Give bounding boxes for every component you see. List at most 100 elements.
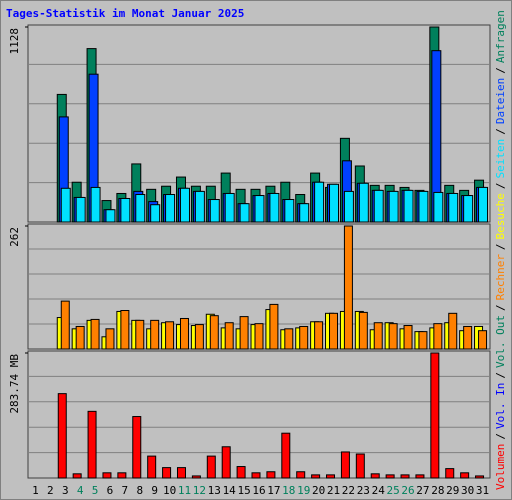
legend-separator: / xyxy=(494,372,507,379)
bar xyxy=(105,209,116,223)
y-tick-label: 283.74 MB xyxy=(8,354,21,414)
bar xyxy=(224,322,234,350)
x-tick-label: 12 xyxy=(193,484,206,497)
bar xyxy=(299,203,310,223)
bar xyxy=(102,472,112,479)
bar xyxy=(165,321,175,350)
bar xyxy=(388,323,398,350)
x-tick-label: 10 xyxy=(163,484,176,497)
x-tick-label: 2 xyxy=(47,484,54,497)
bar xyxy=(430,352,440,479)
bar xyxy=(194,324,204,350)
x-tick-label: 26 xyxy=(401,484,414,497)
bar xyxy=(284,328,294,350)
bar xyxy=(135,319,145,350)
legend-separator: / xyxy=(494,182,507,189)
bar xyxy=(150,204,161,223)
bar xyxy=(284,199,295,223)
bar xyxy=(314,321,324,350)
legend-entry: Dateien xyxy=(494,78,507,124)
x-tick-label: 7 xyxy=(122,484,129,497)
bar xyxy=(478,330,488,350)
x-tick-label: 30 xyxy=(461,484,474,497)
bar xyxy=(329,183,340,223)
legend-separator: / xyxy=(494,243,507,250)
bar xyxy=(269,192,280,223)
bar xyxy=(120,310,130,350)
bar xyxy=(72,473,82,479)
bar xyxy=(135,194,146,223)
x-tick-label: 14 xyxy=(223,484,237,497)
bar xyxy=(254,195,265,223)
x-tick-label: 6 xyxy=(107,484,114,497)
bar xyxy=(418,190,429,223)
bar xyxy=(299,325,309,350)
bar xyxy=(191,475,201,479)
legend-separator: / xyxy=(494,433,507,440)
bar xyxy=(251,472,261,479)
legend-entry: Vol. Out xyxy=(494,315,507,368)
bar xyxy=(117,472,127,479)
bar xyxy=(239,316,249,350)
bar xyxy=(209,199,220,223)
x-tick-label: 24 xyxy=(372,484,386,497)
bar xyxy=(239,203,250,223)
x-tick-label: 28 xyxy=(431,484,444,497)
bar xyxy=(403,325,413,350)
bar xyxy=(90,318,100,350)
bar xyxy=(75,196,86,223)
bar xyxy=(433,323,443,350)
x-tick-label: 27 xyxy=(416,484,429,497)
bar xyxy=(415,474,425,479)
bar xyxy=(60,300,70,350)
bar xyxy=(370,473,380,479)
bar xyxy=(433,191,444,223)
legend-separator: / xyxy=(494,128,507,135)
bar xyxy=(355,453,365,479)
x-tick-label: 22 xyxy=(342,484,355,497)
legend-separator: / xyxy=(494,304,507,311)
bar xyxy=(343,190,354,223)
bar xyxy=(475,475,485,479)
legend-entry: Anfragen xyxy=(494,10,507,63)
x-tick-label: 1 xyxy=(32,484,39,497)
bar xyxy=(343,225,353,350)
bar xyxy=(147,455,157,479)
legend: Volumen / Vol. In / Vol. Out / Rechner / Besuche… xyxy=(494,10,507,490)
x-tick-label: 15 xyxy=(237,484,250,497)
legend-entry: Volumen xyxy=(494,444,507,490)
bar xyxy=(105,328,115,350)
plot-area xyxy=(27,350,491,479)
bar xyxy=(236,466,246,479)
bar xyxy=(150,319,160,350)
bar xyxy=(90,186,101,223)
bar xyxy=(176,467,186,479)
x-tick-label: 20 xyxy=(312,484,325,497)
bar xyxy=(388,190,399,223)
x-tick-label: 9 xyxy=(151,484,158,497)
bar xyxy=(340,451,350,479)
bar xyxy=(209,315,219,350)
bar xyxy=(60,187,71,223)
x-tick-label: 3 xyxy=(62,484,69,497)
bar xyxy=(463,325,473,350)
bar xyxy=(194,190,205,223)
bar xyxy=(57,393,67,479)
bar xyxy=(132,416,142,479)
bar xyxy=(478,186,489,223)
x-tick-label: 13 xyxy=(208,484,221,497)
bar xyxy=(269,303,279,350)
x-tick-label: 8 xyxy=(136,484,143,497)
y-tick-label: 1128 xyxy=(8,28,21,55)
bar xyxy=(254,323,264,350)
bar xyxy=(358,311,368,350)
x-tick-label: 11 xyxy=(178,484,191,497)
bar xyxy=(120,197,131,223)
bar xyxy=(463,195,474,223)
bar xyxy=(400,474,410,479)
x-tick-label: 19 xyxy=(297,484,310,497)
bar xyxy=(373,322,383,350)
legend-entry: Seiten xyxy=(494,139,507,179)
legend-separator: / xyxy=(494,67,507,74)
